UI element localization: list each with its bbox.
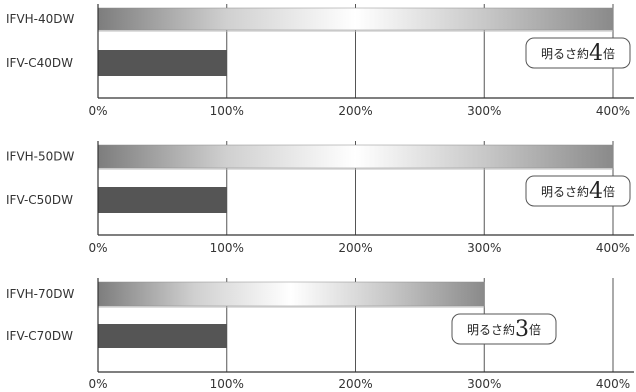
category-label: IFVH-50DW <box>6 150 75 164</box>
tick-label: 400% <box>596 377 630 391</box>
tick-label: 400% <box>596 241 630 255</box>
bar-bright <box>97 144 614 169</box>
bar-bright <box>97 7 614 31</box>
callout-number: 4 <box>589 41 603 66</box>
tick-label: 200% <box>338 241 372 255</box>
bar-standard <box>98 187 227 213</box>
callout-text: 明るさ約3倍 <box>467 317 541 342</box>
callout-suffix: 倍 <box>529 322 541 337</box>
category-label: IFV-C40DW <box>6 56 73 70</box>
tick-label: 300% <box>467 241 501 255</box>
brightness-callout: 明るさ約3倍 <box>451 313 557 345</box>
category-label: IFVH-40DW <box>6 12 75 26</box>
callout-prefix: 明るさ約 <box>541 184 589 199</box>
tick-label: 400% <box>596 104 630 118</box>
chart-panel-2: IFVH-50DW IFV-C50DW 0% 100% 200% 300% 400% 明るさ約… <box>6 141 634 255</box>
bar-bright <box>97 281 485 307</box>
chart-panel-1: IFVH-40DW IFV-C40DW 0% 100% 200% 300% 400% 明るさ約… <box>6 4 634 118</box>
category-label: IFV-C70DW <box>6 329 73 343</box>
category-label: IFVH-70DW <box>6 287 75 301</box>
category-label: IFV-C50DW <box>6 193 73 207</box>
callout-box <box>525 37 631 69</box>
tick-label: 300% <box>467 377 501 391</box>
bar-standard <box>98 50 227 76</box>
tick-label: 100% <box>210 377 244 391</box>
bar-standard <box>98 324 227 348</box>
tick-label: 0% <box>88 104 107 118</box>
callout-prefix: 明るさ約 <box>541 46 589 61</box>
callout-text: 明るさ約4倍 <box>541 179 615 204</box>
chart-panel-3: IFVH-70DW IFV-C70DW 0% 100% 200% 300% 400% 明るさ約… <box>6 278 634 391</box>
tick-label: 100% <box>210 241 244 255</box>
brightness-callout: 明るさ約4倍 <box>525 37 631 69</box>
tick-label: 0% <box>88 377 107 391</box>
callout-suffix: 倍 <box>603 184 615 199</box>
callout-suffix: 倍 <box>603 46 615 61</box>
brightness-callout: 明るさ約4倍 <box>525 175 631 207</box>
tick-label: 200% <box>338 377 372 391</box>
tick-label: 0% <box>88 241 107 255</box>
tick-label: 200% <box>338 104 372 118</box>
callout-number: 4 <box>589 179 603 204</box>
tick-label: 100% <box>210 104 244 118</box>
callout-text: 明るさ約4倍 <box>541 41 615 66</box>
callout-prefix: 明るさ約 <box>467 322 515 337</box>
callout-box <box>451 313 557 345</box>
tick-label: 300% <box>467 104 501 118</box>
callout-number: 3 <box>515 317 529 342</box>
callout-box <box>525 175 631 207</box>
